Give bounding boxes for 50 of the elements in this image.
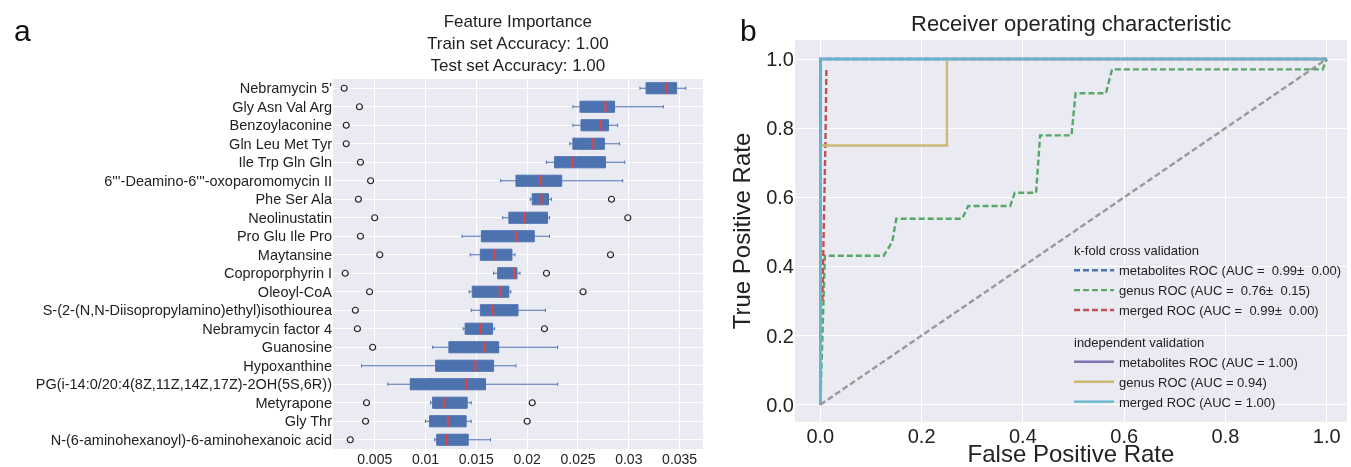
- legend-label: metabolites ROC (AUC = 0.99± 0.00): [1119, 263, 1342, 279]
- y-tick-label: Nebramycin 5': [239, 80, 333, 97]
- legend-label: genus ROC (AUC = 0.94): [1119, 374, 1267, 390]
- legend-label: merged ROC (AUC = 1.00): [1119, 394, 1276, 410]
- y-tick-label: Nebramycin factor 4: [202, 320, 332, 337]
- x-tick-label: 0.03: [615, 451, 643, 467]
- x-tick-label: 1.0: [1312, 425, 1341, 447]
- text: a: [14, 14, 31, 47]
- y-tick-label: Ile Trp Gln Gln: [238, 154, 332, 171]
- chart-title: Feature Importance Train set Accuracy: 1.00 Test set Accuracy: 1.00: [427, 12, 609, 76]
- y-tick-label: 0.2: [766, 324, 794, 347]
- x-tick-label: 0.025: [560, 451, 596, 467]
- text: k-fold cross validation: [1074, 243, 1199, 259]
- y-tick-label: 0.6: [766, 186, 794, 209]
- x-tick-label: 0.015: [458, 451, 495, 467]
- y-tick-label: 0.0: [766, 393, 794, 416]
- y-tick-label: Benzoylaconine: [229, 117, 332, 134]
- y-tick-label: 1.0: [766, 48, 794, 71]
- y-tick-label: PG(i-14:0/20:4(8Z,11Z,14Z,17Z)-2OH(5S,6R)): [35, 376, 332, 393]
- y-tick-label: Phe Ser Ala: [255, 191, 333, 208]
- y-tick-label: 6'''-Deamino-6'''-oxoparomomycin II: [104, 172, 332, 189]
- x-tick-label: 0.01: [411, 451, 440, 467]
- y-tick-label: S-(2-(N,N-Diisopropylamino)ethyl)isothiourea: [42, 302, 333, 319]
- x-tick-label: 0.02: [513, 451, 541, 467]
- y-tick-label: Maytansine: [257, 246, 332, 263]
- text: independent validation: [1074, 334, 1205, 350]
- legend-label: genus ROC (AUC = 0.76± 0.15): [1119, 283, 1311, 299]
- y-tick-label: Oleoyl-CoA: [257, 283, 333, 300]
- x-tick-label: 0.005: [357, 451, 393, 467]
- y-tick-label: Neolinustatin: [248, 209, 332, 226]
- legend-label: metabolites ROC (AUC = 1.00): [1119, 354, 1298, 370]
- y-tick-label: 0.4: [766, 255, 794, 278]
- text: b: [740, 14, 757, 47]
- legend-label: merged ROC (AUC = 0.99± 0.00): [1119, 303, 1319, 319]
- y-tick-label: Hypoxanthine: [243, 357, 332, 374]
- x-tick-label: 0.0: [806, 425, 835, 447]
- y-tick-label: Guanosine: [261, 339, 332, 356]
- y-axis-title: True Positive Rate: [728, 132, 756, 330]
- y-tick-label: Gly Thr: [284, 413, 333, 430]
- y-tick-label: Gln Leu Met Tyr: [229, 135, 333, 152]
- x-tick-label: 0.8: [1211, 425, 1240, 447]
- x-tick-label: 0.035: [662, 451, 698, 467]
- y-tick-label: Pro Glu Ile Pro: [236, 228, 332, 245]
- chart-title: Receiver operating characteristic: [911, 11, 1232, 36]
- y-tick-label: Metyrapone: [255, 394, 332, 411]
- y-tick-label: Gly Asn Val Arg: [232, 98, 332, 115]
- y-tick-label: N-(6-aminohexanoyl)-6-aminohexanoic acid: [50, 431, 332, 448]
- y-tick-label: 0.8: [766, 117, 794, 140]
- x-tick-label: 0.2: [907, 425, 936, 447]
- y-tick-label: Coproporphyrin I: [224, 265, 332, 282]
